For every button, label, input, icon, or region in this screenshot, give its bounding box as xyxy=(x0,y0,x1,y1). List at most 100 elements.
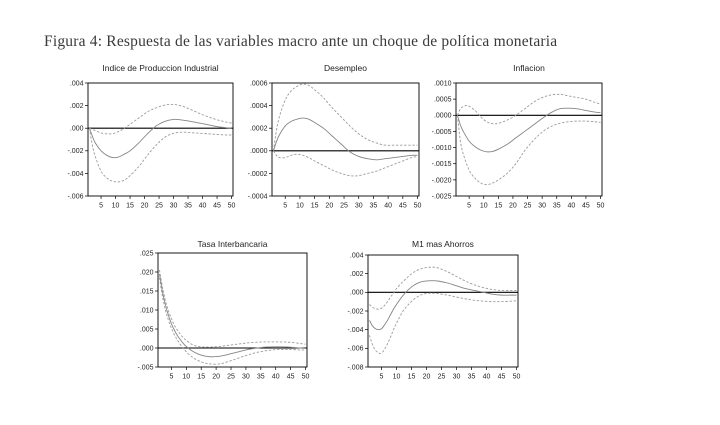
x-tick-label: 15 xyxy=(126,203,134,210)
x-tick-label: 25 xyxy=(155,203,163,210)
x-tick-label: 5 xyxy=(283,203,287,210)
x-tick-label: 10 xyxy=(480,203,488,210)
x-tick-label: 25 xyxy=(227,374,235,381)
x-tick-label: 50 xyxy=(302,374,310,381)
figure-caption: Figura 4: Respuesta de las variables mac… xyxy=(44,33,558,50)
plot-frame xyxy=(455,82,603,197)
y-tick-label: .002 xyxy=(70,103,84,110)
x-tick-label: 50 xyxy=(513,374,521,381)
x-tick-label: 30 xyxy=(453,374,461,381)
series-upper-band xyxy=(369,266,517,310)
x-tick-label: 5 xyxy=(99,203,103,210)
y-tick-label: -.002 xyxy=(68,148,84,155)
y-tick-label: .0005 xyxy=(434,97,452,104)
x-tick-label: 50 xyxy=(414,203,422,210)
chart-title-m1-mas-ahorros: M1 mas Ahorros xyxy=(412,239,474,249)
plot-0: .004 .002 .000 -.002 -.004 -.006 5 10 15 20 25 30 35… xyxy=(68,80,236,210)
plot-frame xyxy=(271,82,420,197)
y-tick-label: -.006 xyxy=(68,193,84,200)
x-tick-label: 20 xyxy=(325,203,333,210)
x-tick-label: 45 xyxy=(287,374,295,381)
plot-4: .004 .002 .000 -.002 -.004 -.006 -.008 5 10 15 20 2… xyxy=(348,252,521,381)
x-tick-label: 20 xyxy=(423,374,431,381)
x-tick-label: 35 xyxy=(184,203,192,210)
plot-3: .025 .020 .015 .010 .005 .000 -.005 5 10 15 20 25 30… xyxy=(138,250,310,381)
plot-frame xyxy=(367,254,519,368)
y-tick-label: -.0015 xyxy=(432,161,452,168)
x-tick-label: 25 xyxy=(438,374,446,381)
y-tick-label: .0010 xyxy=(434,80,452,87)
x-tick-label: 30 xyxy=(170,203,178,210)
y-tick-label: -.004 xyxy=(68,171,84,178)
x-tick-label: 15 xyxy=(197,374,205,381)
series-lower-band xyxy=(457,115,601,186)
x-tick-label: 25 xyxy=(524,203,532,210)
x-tick-label: 10 xyxy=(182,374,190,381)
y-tick-label: -.0010 xyxy=(432,145,452,152)
series-response xyxy=(159,273,306,358)
series-lower-band xyxy=(89,128,232,183)
x-tick-label: 40 xyxy=(567,203,575,210)
y-tick-label: -.0025 xyxy=(432,193,452,200)
y-tick-label: -.0002 xyxy=(248,171,268,178)
series-response xyxy=(369,280,517,331)
series-upper-band xyxy=(273,83,418,151)
x-tick-label: 35 xyxy=(468,374,476,381)
y-tick-label: .015 xyxy=(140,288,154,295)
y-tick-label: .004 xyxy=(70,80,84,87)
y-tick-label: .020 xyxy=(140,269,154,276)
y-tick-label: -.0020 xyxy=(432,177,452,184)
y-tick-label: .000 xyxy=(140,345,154,352)
x-tick-label: 10 xyxy=(393,374,401,381)
series-response xyxy=(89,118,232,159)
y-tick-label: -.005 xyxy=(138,364,154,371)
x-tick-label: 20 xyxy=(212,374,220,381)
series-upper-band xyxy=(457,93,601,125)
x-tick-label: 45 xyxy=(213,203,221,210)
chart-title-tasa-interbancaria: Tasa Interbancaria xyxy=(197,239,268,249)
x-tick-label: 30 xyxy=(538,203,546,210)
y-tick-label: -.0004 xyxy=(248,193,268,200)
x-tick-label: 45 xyxy=(498,374,506,381)
x-tick-label: 40 xyxy=(199,203,207,210)
x-tick-label: 45 xyxy=(399,203,407,210)
y-tick-label: .0002 xyxy=(250,126,268,133)
plot-frame xyxy=(87,82,234,197)
y-tick-label: .004 xyxy=(350,252,364,259)
y-tick-label: -.002 xyxy=(348,308,364,315)
chart-inflacion: .0010 .0005 .0000 -.0005 -.0010 -.0015 -.0020 -… xyxy=(422,78,612,219)
x-tick-label: 10 xyxy=(296,203,304,210)
y-tick-label: .0006 xyxy=(250,80,268,87)
y-tick-label: -.0005 xyxy=(432,129,452,136)
x-tick-label: 5 xyxy=(467,203,471,210)
y-tick-label: .0000 xyxy=(250,148,268,155)
x-tick-label: 40 xyxy=(384,203,392,210)
x-tick-label: 40 xyxy=(272,374,280,381)
chart-title-desempleo: Desempleo xyxy=(324,63,367,73)
series-lower-band xyxy=(369,292,517,354)
y-tick-label: .025 xyxy=(140,250,154,257)
y-tick-label: .002 xyxy=(350,271,364,278)
x-tick-label: 30 xyxy=(355,203,363,210)
chart-m1-mas-ahorros: .004 .002 .000 -.002 -.004 -.006 -.008 5 10 15 20 2… xyxy=(334,250,528,390)
y-tick-label: .005 xyxy=(140,326,154,333)
y-tick-label: .000 xyxy=(350,290,364,297)
x-tick-label: 15 xyxy=(408,374,416,381)
series-lower-band xyxy=(159,277,306,365)
x-tick-label: 15 xyxy=(311,203,319,210)
y-tick-label: -.004 xyxy=(348,327,364,334)
series-upper-band xyxy=(159,270,306,348)
y-tick-label: .0000 xyxy=(434,113,452,120)
y-tick-label: .000 xyxy=(70,126,84,133)
plot-2: .0010 .0005 .0000 -.0005 -.0010 -.0015 -.0020 -… xyxy=(432,80,605,210)
x-tick-label: 15 xyxy=(494,203,502,210)
x-tick-label: 5 xyxy=(380,374,384,381)
x-tick-label: 50 xyxy=(228,203,236,210)
x-tick-label: 10 xyxy=(112,203,120,210)
series-response xyxy=(457,107,601,153)
plot-1: .0006 .0004 .0002 .0000 -.0002 -.0004 5 10 15 20 2… xyxy=(248,80,422,210)
y-tick-label: -.008 xyxy=(348,364,364,371)
chart-tasa-interbancaria: .025 .020 .015 .010 .005 .000 -.005 5 10 15 20 25 30… xyxy=(124,248,317,390)
x-tick-label: 20 xyxy=(141,203,149,210)
x-tick-label: 40 xyxy=(483,374,491,381)
